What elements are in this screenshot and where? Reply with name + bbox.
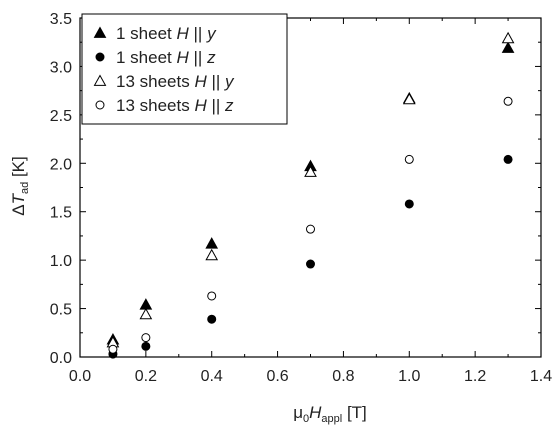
- x-axis-label-suffix: [T]: [342, 403, 367, 422]
- data-point: [205, 237, 219, 249]
- legend-label-field: H: [194, 72, 207, 91]
- x-tick-label: 0.8: [332, 368, 354, 385]
- legend-label-parallel: ||: [207, 96, 225, 115]
- x-tick-label: 0.4: [201, 368, 223, 385]
- data-point: [141, 341, 151, 351]
- data-point: [306, 224, 315, 234]
- x-axis-label: μ0Happl [T]: [293, 403, 367, 425]
- x-axis-label-sub1: 0: [303, 413, 309, 425]
- data-point: [207, 314, 217, 324]
- data-point: [501, 41, 515, 53]
- x-tick-label: 0.0: [69, 368, 91, 385]
- y-axis-label: ΔTad [K]: [9, 156, 31, 216]
- legend-marker: [93, 26, 107, 38]
- x-tick-label: 0.2: [135, 368, 157, 385]
- data-point: [139, 298, 153, 310]
- legend-label-parallel: ||: [189, 48, 207, 67]
- legend-box: [81, 13, 288, 125]
- legend-label-field: H: [177, 24, 190, 43]
- legend: 1 sheet H || y1 sheet H || z13 sheets H …: [81, 13, 288, 125]
- x-tick-label: 0.6: [266, 368, 288, 385]
- data-point: [108, 344, 118, 354]
- legend-label-parallel: ||: [189, 24, 207, 43]
- data-point: [207, 291, 217, 301]
- legend-label: 13 sheets H || y: [116, 72, 235, 91]
- series-4: [108, 96, 513, 354]
- data-points: [106, 31, 515, 359]
- legend-label: 13 sheets H || z: [116, 96, 234, 115]
- legend-label-count: 1 sheet: [116, 48, 177, 67]
- data-point: [205, 248, 219, 261]
- legend-label-count: 1 sheet: [116, 24, 177, 43]
- y-tick-label: 1.0: [50, 253, 72, 270]
- data-point: [141, 333, 151, 343]
- y-tick-label: 3.0: [50, 59, 72, 76]
- legend-label-axis: z: [206, 48, 216, 67]
- legend-entry: 1 sheet H || z: [95, 48, 216, 67]
- legend-label: 1 sheet H || y: [116, 24, 217, 43]
- y-axis-label-suffix: [K]: [9, 156, 28, 182]
- data-point: [404, 154, 414, 164]
- x-axis-label-sub2: appl: [321, 413, 342, 425]
- y-axis-label-sub: ad: [19, 182, 31, 194]
- y-tick-label: 2.0: [50, 156, 72, 173]
- legend-label-parallel: ||: [207, 72, 225, 91]
- y-axis-label-prefix: Δ: [9, 204, 28, 215]
- legend-label-field: H: [177, 48, 190, 67]
- legend-marker: [95, 100, 105, 110]
- legend-label: 1 sheet H || z: [116, 48, 216, 67]
- x-axis-label-prefix: μ: [293, 403, 303, 422]
- y-axis-label-mid: T: [9, 192, 28, 204]
- data-point: [503, 96, 513, 106]
- x-axis-label-mid: H: [309, 403, 322, 422]
- legend-label-count: 13 sheets: [116, 96, 194, 115]
- legend-label-axis: z: [224, 96, 234, 115]
- legend-label-field: H: [194, 96, 207, 115]
- x-tick-label: 1.2: [464, 368, 486, 385]
- y-tick-label: 0.0: [50, 350, 72, 367]
- x-ticks: 0.0 0.2 0.4 0.6 0.8 1.0 1.2 1.4: [69, 18, 552, 385]
- legend-label-axis: y: [206, 24, 217, 43]
- data-point: [503, 154, 513, 164]
- y-tick-label: 0.5: [50, 302, 72, 319]
- legend-entry: 1 sheet H || y: [93, 24, 217, 43]
- y-tick-label: 3.5: [50, 11, 72, 28]
- data-point: [304, 165, 317, 177]
- y-ticks: 0.0 0.5 1.0 1.5 2.0 2.5 3.0 3.5: [50, 11, 541, 367]
- data-point: [501, 31, 515, 44]
- x-tick-label: 1.4: [530, 368, 552, 385]
- data-point: [139, 307, 153, 320]
- legend-label-count: 13 sheets: [116, 72, 194, 91]
- series-2: [108, 154, 513, 359]
- legend-entry: 13 sheets H || y: [93, 72, 235, 91]
- y-tick-label: 2.5: [50, 108, 72, 125]
- data-point: [306, 259, 315, 269]
- x-tick-label: 1.0: [398, 368, 420, 385]
- data-point: [404, 199, 414, 209]
- legend-marker: [93, 74, 107, 86]
- legend-marker: [95, 52, 105, 62]
- y-tick-label: 1.5: [50, 205, 72, 222]
- legend-entry: 13 sheets H || z: [95, 96, 234, 115]
- legend-label-axis: y: [224, 72, 235, 91]
- data-point: [402, 92, 416, 105]
